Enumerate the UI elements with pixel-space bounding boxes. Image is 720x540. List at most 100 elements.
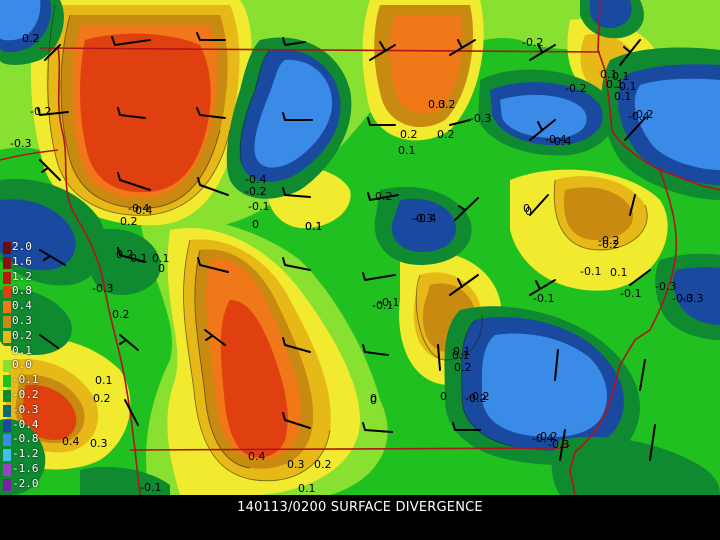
divergence-map: -0.3 0.2 -0.2 0.3 0.2 0.1 -0.3 -0.4 0.1 -0.1 -0.4-… [0,0,720,496]
contour-value-label: 0.1 [298,482,316,495]
wind-barb [111,36,151,46]
contour-value-label: 0.3 [287,458,305,471]
wind-barb [362,344,389,356]
wind-barb [559,429,566,461]
wind-barb [204,329,226,346]
legend-label: -2.0 [12,476,39,490]
wind-barb [529,119,556,141]
legend-swatch [3,360,11,373]
wind-barb [529,194,549,216]
legend-entry: 1.6 [0,255,48,269]
wind-barb [629,269,651,286]
contour-value-label: 0.1 [305,220,323,233]
contour-value-label: 0.1 [614,90,632,103]
legend-swatch [3,404,11,417]
wind-barb [529,43,556,61]
contour-value-label: -0.3 [470,112,491,125]
contour-value-label: 0.2 [314,458,332,471]
legend-swatch [3,330,11,343]
contour-value-label: 0.2 [120,215,138,228]
legend-swatch [3,434,11,447]
wind-barb [282,112,313,121]
wind-barb [282,337,311,353]
legend-entry: -0.3 [0,403,48,417]
legend-swatch [3,419,11,432]
contour-value-label: -0.4 [415,212,436,225]
legend-swatch [3,375,11,388]
wind-barb [282,412,311,429]
state-borders [0,0,720,496]
contour-value-label: 0.2 [112,308,130,321]
wind-barb [437,344,441,371]
contour-value-label: -0.1 [378,296,399,309]
wind-barb [367,192,399,201]
legend-entry: 0.4 [0,300,48,314]
contour-value-label: 0.3 [428,98,446,111]
map-caption: 140113/0200 SURFACE DIVERGENCE [237,500,483,515]
contour-value-label: -0.3 [655,280,676,293]
legend-label: 0.2 [12,328,32,342]
contour-value-label: -0.4 [545,133,566,146]
contour-value-label: -0.2 [522,36,543,49]
legend-entry: 0.1 [0,344,48,358]
wind-barb [369,41,396,61]
legend-swatch [3,464,11,476]
legend-entry: 1.2 [0,270,48,284]
contour-value-label: -0.3 [412,212,433,225]
wind-barb [39,334,59,349]
contour-value-label: -0.3 [672,292,693,305]
map-canvas: -0.30.2-0.20.30.20.1-0.3-0.40.1-0.1-0.4-… [0,0,720,496]
legend-label: 0.0 [12,358,32,372]
contour-value-label: 0 [370,392,377,405]
contour-value-label: -0.2 [245,185,266,198]
contour-value-label: 0 [370,394,377,407]
contour-value-label: 0 [523,202,530,215]
contour-value-label: 0.1 [130,252,148,265]
contour-value-label: 0.1 [95,374,113,387]
legend-entry: -0.2 [0,389,48,402]
contour-value-label: -0.3 [10,137,31,150]
contour-value-label: -0.2 [465,392,486,405]
legend-swatch [3,286,11,299]
contour-value-label: -0.2 [536,430,557,443]
wind-barb [452,422,481,431]
wind-barb [39,249,66,266]
wind-barb [367,117,396,126]
contour-value-label: 0.3 [90,437,108,450]
contour-value-label: -0.2 [598,238,619,251]
legend-label: 0.3 [12,314,32,327]
wind-barbs [37,32,656,461]
wind-barb [449,39,476,56]
contour-value-label: -0.1 [248,200,269,213]
legend-swatch [3,478,11,491]
wind-barb [37,107,69,116]
wind-barb [124,399,139,426]
legend-label: -1.2 [12,447,39,461]
legend-swatch [3,449,11,462]
wind-barb [117,172,151,191]
contour-value-label: 0.1 [452,349,470,362]
contour-value-label: -0.1 [580,265,601,278]
legend-label: -0.1 [12,373,39,387]
wind-barb [44,44,61,61]
contour-value-label: 0.2 [437,128,455,141]
contour-value-label: -0.1 [533,292,554,305]
contour-value-label: 0.4 [248,450,266,463]
legend-swatch [3,301,11,314]
legend-entry: -1.6 [0,463,48,476]
contour-value-label: 0 [525,205,532,218]
wind-barb [554,349,559,381]
contour-value-label: -0.2 [30,105,51,118]
wind-barb [449,119,471,126]
contour-value-label: 0.2 [438,98,456,111]
legend-entry: 0.8 [0,285,48,299]
contour-value-label: -0.3 [682,292,703,305]
wind-barb [119,334,139,351]
contour-value-label: 0.1 [453,345,471,358]
wind-barb [362,272,396,281]
contour-value-label: -0.1 [620,287,641,300]
contour-value-label: -0.3 [92,282,113,295]
wind-barb [362,422,393,433]
color-scale-legend: 2.0 1.6 1.2 0.8 0.4 0.3 0.2 0.1 0.0 -0.1 -0.2 -0.3-… [0,241,48,512]
wind-barb [197,257,229,273]
